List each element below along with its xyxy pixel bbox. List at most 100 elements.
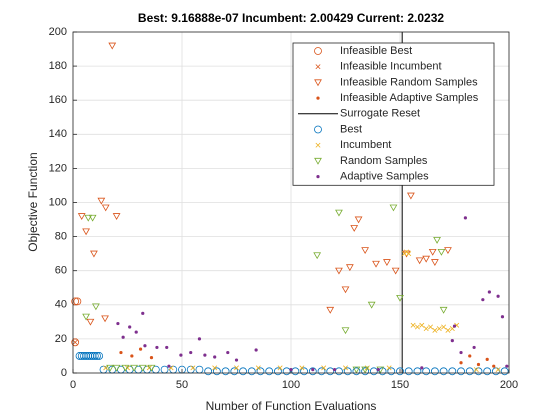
marker-triangle bbox=[108, 42, 117, 50]
marker-x bbox=[277, 365, 283, 371]
marker-circle bbox=[73, 297, 82, 306]
marker-circle bbox=[256, 367, 265, 376]
marker-circle bbox=[430, 367, 439, 376]
marker-triangle bbox=[326, 306, 335, 314]
marker-triangle bbox=[383, 259, 391, 266]
marker-triangle bbox=[101, 315, 109, 323]
marker-triangle bbox=[433, 237, 441, 244]
marker-circle bbox=[274, 367, 282, 376]
marker-x bbox=[315, 64, 321, 70]
marker-dot bbox=[130, 354, 134, 358]
marker-circle bbox=[204, 367, 213, 376]
legend-label: Adaptive Samples bbox=[340, 171, 429, 183]
marker-circle bbox=[239, 367, 247, 376]
marker-dot bbox=[476, 362, 481, 367]
marker-triangle bbox=[147, 364, 156, 372]
legend: Infeasible Best Infeasible Incumbent Infea… bbox=[292, 42, 495, 186]
marker-triangle bbox=[341, 327, 350, 335]
y-axis-label: Objective Function bbox=[26, 152, 40, 251]
marker-triangle bbox=[391, 267, 400, 275]
marker-dot bbox=[149, 356, 154, 360]
legend-label: Best bbox=[340, 123, 362, 135]
axes-box bbox=[72, 31, 510, 374]
marker-circle bbox=[387, 367, 396, 376]
marker-triangle bbox=[335, 209, 343, 217]
marker-x bbox=[212, 365, 218, 371]
marker-circle bbox=[483, 367, 492, 376]
marker-dot bbox=[311, 367, 315, 372]
marker-circle bbox=[413, 367, 422, 376]
marker-dot bbox=[316, 175, 320, 179]
y-tick-label: 160 bbox=[49, 94, 67, 106]
marker-dot bbox=[119, 350, 123, 355]
marker-x bbox=[299, 365, 305, 371]
marker-x bbox=[495, 367, 501, 373]
marker-triangle bbox=[335, 267, 343, 275]
marker-circle bbox=[396, 367, 404, 376]
marker-circle bbox=[457, 367, 465, 376]
marker-triangle bbox=[354, 216, 363, 224]
marker-triangle bbox=[101, 204, 110, 212]
marker-x bbox=[473, 367, 479, 373]
marker-x bbox=[432, 327, 438, 333]
marker-circle bbox=[500, 367, 509, 376]
y-tick-label: 0 bbox=[61, 367, 67, 379]
marker-triangle bbox=[361, 366, 370, 374]
marker-circle bbox=[378, 367, 387, 376]
x-tick-label: 100 bbox=[282, 379, 300, 391]
marker-circle bbox=[80, 352, 88, 360]
marker-triangle bbox=[84, 214, 93, 222]
marker-dot bbox=[496, 294, 500, 298]
marker-dot bbox=[450, 339, 454, 343]
marks bbox=[71, 32, 509, 376]
marker-circle bbox=[71, 338, 80, 347]
y-tick-label: 100 bbox=[49, 196, 67, 208]
marker-circle bbox=[422, 367, 431, 376]
legend-label: Infeasible Adaptive Samples bbox=[340, 92, 479, 104]
marker-circle bbox=[317, 367, 326, 376]
y-tick-label: 180 bbox=[49, 60, 67, 72]
y-tick-label: 140 bbox=[49, 128, 67, 140]
marker-circle bbox=[291, 367, 300, 376]
marker-triangle bbox=[407, 192, 415, 200]
marker-circle bbox=[300, 367, 308, 376]
marker-triangle bbox=[396, 294, 404, 302]
x-axis-label: Number of Function Evaluations bbox=[206, 399, 377, 413]
marker-dot bbox=[141, 311, 145, 315]
marker-circle bbox=[282, 367, 291, 376]
marker-x bbox=[445, 327, 451, 333]
marker-triangle bbox=[130, 364, 138, 372]
marker-x bbox=[441, 324, 447, 330]
y-tick-label: 200 bbox=[49, 26, 67, 38]
marker-circle bbox=[404, 367, 413, 376]
legend-label: Infeasible Best bbox=[340, 45, 412, 57]
marker-dot bbox=[134, 330, 138, 334]
marker-x bbox=[419, 322, 425, 328]
marker-x bbox=[436, 326, 442, 332]
marker-triangle bbox=[77, 213, 86, 220]
marker-dot bbox=[463, 216, 467, 220]
marker-triangle bbox=[422, 255, 431, 263]
legend-label: Infeasible Incumbent bbox=[340, 61, 442, 73]
marker-triangle bbox=[112, 213, 121, 220]
marker-circle bbox=[95, 352, 104, 360]
marker-dot bbox=[376, 367, 380, 372]
marker-dot bbox=[487, 290, 491, 294]
legend-label: Surrogate Reset bbox=[340, 108, 420, 120]
marker-circle bbox=[247, 367, 256, 376]
marker-triangle bbox=[88, 214, 97, 222]
marker-x bbox=[406, 251, 412, 257]
marker-dot bbox=[143, 344, 147, 348]
marker-triangle bbox=[415, 257, 424, 265]
marker-triangle bbox=[106, 364, 114, 372]
marker-dot bbox=[289, 367, 293, 372]
marker-dot bbox=[138, 347, 143, 351]
marker-dot bbox=[420, 366, 424, 370]
y-tick-label: 60 bbox=[55, 265, 67, 277]
marker-circle bbox=[88, 352, 97, 360]
marker-dot bbox=[316, 96, 320, 100]
marker-circle bbox=[230, 367, 239, 376]
marker-triangle bbox=[313, 252, 322, 260]
marker-circle bbox=[75, 352, 84, 360]
marker-dot bbox=[468, 354, 472, 358]
